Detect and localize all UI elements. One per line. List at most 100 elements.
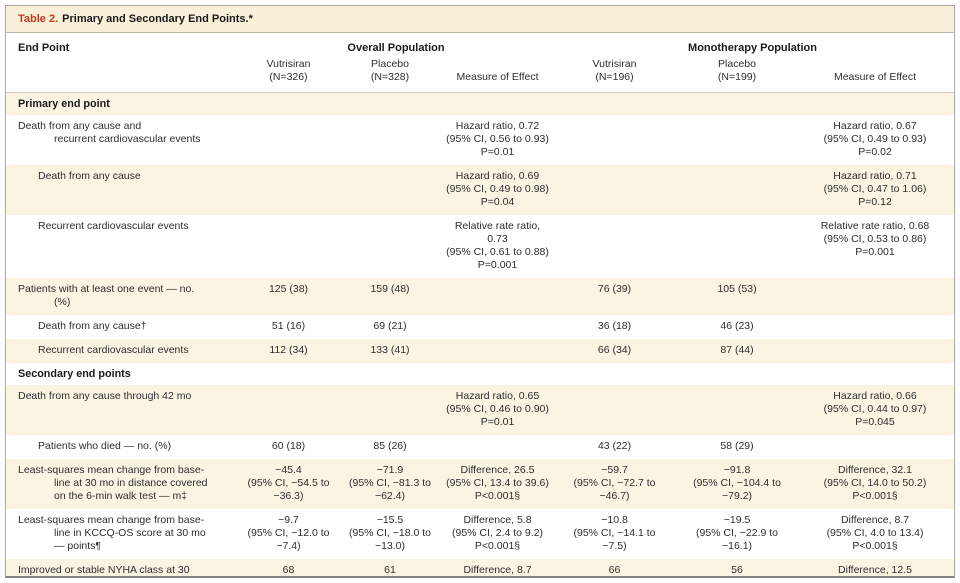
endpoint-label: Death from any cause and recurrent cardi… xyxy=(6,115,241,165)
cell-overall-vutrisiran: 68 xyxy=(282,564,295,576)
cell-overall-vutrisiran: 112 (34) xyxy=(269,344,308,356)
section-header: Secondary end points xyxy=(18,368,131,380)
group-header-row: End Point Overall Population Monotherapy… xyxy=(6,33,954,93)
cell-mono-placebo xyxy=(678,115,796,165)
cell-overall-effect: Hazard ratio, 0.72 (95% CI, 0.56 to 0.93… xyxy=(446,120,549,158)
column-header-mono-placebo: Placebo (N=199) xyxy=(678,55,797,93)
cell-mono-vutrisiran: 66 xyxy=(608,564,621,576)
section-row: Primary end point xyxy=(6,92,954,115)
table-row: Least-squares mean change from base- lin… xyxy=(6,509,954,559)
cell-mono-vutrisiran xyxy=(551,385,678,435)
cell-overall-effect xyxy=(444,339,551,363)
endpoint-label: Improved or stable NYHA class at 30 mo —… xyxy=(6,559,241,576)
cell-mono-effect: Hazard ratio, 0.67 (95% CI, 0.49 to 0.93… xyxy=(823,120,927,158)
cell-overall-placebo xyxy=(336,385,444,435)
table-row: Death from any cause and recurrent cardi… xyxy=(6,115,954,165)
column-header-mono-effect: Measure of Effect xyxy=(796,55,954,93)
endpoint-label-text: Improved or stable NYHA class at 30 mo —… xyxy=(18,564,190,576)
cell-overall-vutrisiran: −45.4 (95% CI, −54.5 to −36.3) xyxy=(247,464,330,502)
table-row: Death from any cause through 42 mo Hazard… xyxy=(6,385,954,435)
column-header-endpoint: End Point xyxy=(6,33,241,93)
cell-overall-vutrisiran: −9.7 (95% CI, −12.0 to −7.4) xyxy=(247,514,330,552)
cell-overall-vutrisiran: 51 (16) xyxy=(271,320,306,332)
endpoint-label-text: Death from any cause through 42 mo xyxy=(18,390,192,402)
table-title: Table 2. Primary and Secondary End Points… xyxy=(6,6,954,33)
endpoint-label-text: Recurrent cardiovascular events xyxy=(38,220,189,232)
table-number: Table 2. xyxy=(18,13,59,25)
cell-overall-vutrisiran xyxy=(241,165,336,215)
cell-overall-placebo: 85 (26) xyxy=(373,440,407,452)
cell-mono-placebo xyxy=(678,385,796,435)
endpoint-label: Patients who died — no. (%) xyxy=(6,435,241,459)
cell-overall-placebo: −71.9 (95% CI, −81.3 to −62.4) xyxy=(348,464,431,502)
endpoint-label-text: Least-squares mean change from base- lin… xyxy=(18,514,206,552)
cell-overall-placebo xyxy=(336,215,444,278)
section-row: Secondary end points xyxy=(6,363,954,385)
cell-overall-effect xyxy=(444,435,551,459)
endpoints-table: End Point Overall Population Monotherapy… xyxy=(6,33,954,576)
table-row: Death from any cause Hazard ratio, 0.69 (… xyxy=(6,165,954,215)
cell-overall-effect: Relative rate ratio, 0.73 (95% CI, 0.61 … xyxy=(446,220,549,271)
cell-mono-effect xyxy=(796,315,954,339)
cell-mono-placebo: 87 (44) xyxy=(720,344,754,356)
endpoint-label: Patients with at least one event — no. (… xyxy=(6,278,241,315)
cell-mono-vutrisiran: 66 (34) xyxy=(597,344,632,356)
cell-mono-placebo: 56 xyxy=(731,564,743,576)
cell-overall-vutrisiran: 125 (38) xyxy=(268,283,309,295)
cell-overall-effect xyxy=(444,278,551,315)
endpoint-label: Death from any cause through 42 mo xyxy=(6,385,241,435)
cell-overall-effect: Difference, 5.8 (95% CI, 2.4 to 9.2) P<0… xyxy=(451,514,544,552)
cell-overall-placebo xyxy=(336,115,444,165)
cell-overall-vutrisiran: 60 (18) xyxy=(271,440,306,452)
cell-overall-vutrisiran xyxy=(241,385,336,435)
cell-overall-placebo: 61 xyxy=(384,564,396,576)
cell-overall-effect: Difference, 8.7 (95% CI, 1.3 to 16.1) P=… xyxy=(463,564,532,576)
cell-overall-placebo: −15.5 (95% CI, −18.0 to −13.0) xyxy=(348,514,431,552)
cell-overall-placebo: 159 (48) xyxy=(370,283,410,295)
endpoint-label-text: Death from any cause xyxy=(38,170,141,182)
endpoint-label-text: Recurrent cardiovascular events xyxy=(38,344,189,356)
endpoint-label: Death from any cause† xyxy=(6,315,241,339)
cell-mono-placebo: −91.8 (95% CI, −104.4 to −79.2) xyxy=(693,464,781,502)
cell-overall-effect xyxy=(444,315,551,339)
cell-mono-vutrisiran: 36 (18) xyxy=(597,320,632,332)
endpoint-label-text: Death from any cause† xyxy=(38,320,147,332)
cell-mono-vutrisiran: 43 (22) xyxy=(597,440,632,452)
column-header-overall-vutrisiran: Vutrisiran (N=326) xyxy=(241,55,336,93)
cell-mono-placebo: 46 (23) xyxy=(720,320,754,332)
table-row: Improved or stable NYHA class at 30 mo —… xyxy=(6,559,954,576)
cell-mono-effect: Difference, 8.7 (95% CI, 4.0 to 13.4) P<… xyxy=(826,514,924,552)
cell-mono-effect: Difference, 32.1 (95% CI, 14.0 to 50.2) … xyxy=(823,464,927,502)
group-header-overall: Overall Population xyxy=(241,33,552,55)
cell-overall-placebo xyxy=(336,165,444,215)
cell-overall-placebo: 69 (21) xyxy=(373,320,407,332)
cell-mono-vutrisiran xyxy=(551,165,678,215)
cell-mono-placebo: 58 (29) xyxy=(720,440,754,452)
table-2: Table 2. Primary and Secondary End Points… xyxy=(5,5,955,578)
table-title-text: Primary and Secondary End Points.* xyxy=(62,13,253,25)
column-header-overall-placebo: Placebo (N=328) xyxy=(336,55,444,93)
table-row: Patients with at least one event — no. (… xyxy=(6,278,954,315)
group-header-monotherapy: Monotherapy Population xyxy=(551,33,954,55)
cell-mono-placebo: −19.5 (95% CI, −22.9 to −16.1) xyxy=(696,514,779,552)
endpoint-label-text: Least-squares mean change from base- lin… xyxy=(18,464,208,502)
cell-overall-vutrisiran xyxy=(241,215,336,278)
cell-mono-effect xyxy=(796,435,954,459)
cell-mono-placebo xyxy=(678,215,796,278)
cell-mono-vutrisiran xyxy=(551,115,678,165)
cell-overall-effect: Hazard ratio, 0.65 (95% CI, 0.46 to 0.90… xyxy=(446,390,549,428)
cell-mono-effect: Hazard ratio, 0.66 (95% CI, 0.44 to 0.97… xyxy=(823,390,927,428)
section-header: Primary end point xyxy=(18,98,110,110)
endpoint-label-text: Death from any cause and recurrent cardi… xyxy=(18,120,201,145)
cell-overall-effect: Difference, 26.5 (95% CI, 13.4 to 39.6) … xyxy=(446,464,549,502)
cell-mono-effect: Relative rate ratio, 0.68 (95% CI, 0.53 … xyxy=(820,220,930,258)
cell-mono-effect: Difference, 12.5 (95% CI, 2.7 to 22.2) P… xyxy=(838,564,912,576)
table-row: Recurrent cardiovascular events Relative … xyxy=(6,215,954,278)
cell-mono-placebo: 105 (53) xyxy=(717,283,757,295)
cell-mono-effect xyxy=(796,278,954,315)
table-row: Patients who died — no. (%) 60 (18) 85 (26… xyxy=(6,435,954,459)
cell-overall-effect: Hazard ratio, 0.69 (95% CI, 0.49 to 0.98… xyxy=(446,170,549,208)
endpoint-label: Recurrent cardiovascular events xyxy=(6,215,241,278)
cell-mono-vutrisiran: −59.7 (95% CI, −72.7 to −46.7) xyxy=(573,464,656,502)
endpoint-label-text: Patients with at least one event — no. (… xyxy=(18,283,195,308)
